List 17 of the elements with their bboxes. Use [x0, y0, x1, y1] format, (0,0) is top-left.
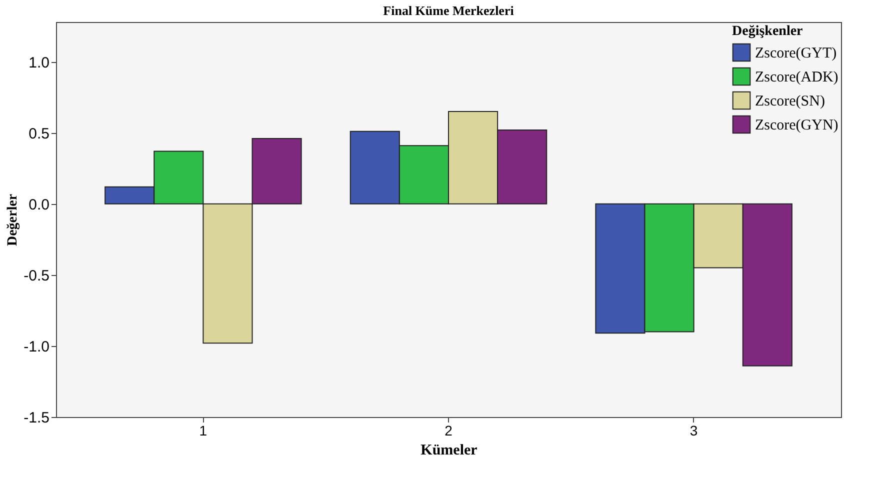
- chart-title: Final Küme Merkezleri: [383, 3, 514, 18]
- x-tick-label: 2: [444, 422, 453, 438]
- legend-label: Zscore(SN): [755, 94, 825, 110]
- y-tick-label: -0.5: [24, 267, 50, 284]
- x-axis-title: Kümeler: [420, 442, 478, 458]
- x-tick-label: 1: [199, 422, 208, 438]
- legend-label: Zscore(GYN): [755, 118, 838, 134]
- y-tick-label: 0.5: [28, 125, 50, 142]
- y-axis-title: Değerler: [6, 194, 21, 246]
- legend-title: Değişkenler: [732, 24, 803, 39]
- legend-label: Zscore(ADK): [755, 70, 838, 86]
- y-tick-label: 1.0: [28, 54, 50, 72]
- y-tick-label: 0.0: [28, 196, 50, 214]
- y-tick-label: -1.5: [24, 410, 50, 426]
- x-tick-label: 3: [690, 422, 698, 438]
- legend-label: Zscore(GYT): [755, 46, 837, 62]
- y-tick-label: -1.0: [24, 338, 50, 356]
